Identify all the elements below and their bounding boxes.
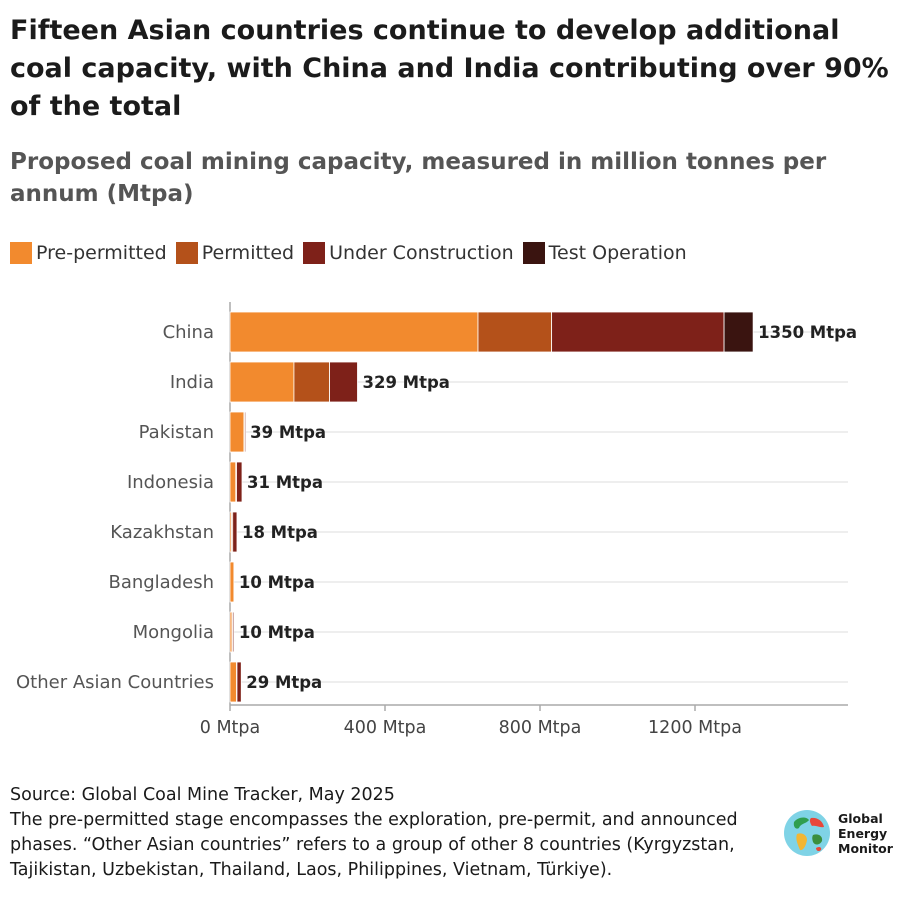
bar-china-under-construction: [551, 311, 725, 353]
total-label-mongolia: 10 Mtpa: [239, 623, 315, 642]
bar-india-under-construction: [329, 361, 358, 403]
bar-india-pre-permitted: [229, 361, 295, 403]
footer: Source: Global Coal Mine Tracker, May 20…: [10, 783, 770, 883]
bar-kazakhstan-under-construction: [232, 511, 238, 553]
category-label-mongolia: Mongolia: [133, 622, 214, 643]
legend-label-test-operation: Test Operation: [548, 242, 687, 264]
logo-text-line3: Monitor: [838, 840, 893, 856]
legend-item-permitted: Permitted: [175, 242, 295, 264]
bar-chart: 0 Mtpa 400 Mtpa 800 Mtpa 1200 Mtpa China 1350…: [16, 302, 857, 738]
source-note: Source: Global Coal Mine Tracker, May 20…: [10, 785, 395, 805]
logo-text-line2: Energy: [838, 825, 888, 841]
total-label-india: 329 Mtpa: [362, 373, 449, 392]
category-label-china: China: [163, 322, 214, 343]
definition-note: The pre-permitted stage encompasses the …: [10, 810, 738, 880]
bar-china-test-operation: [723, 311, 754, 353]
x-tick-label-400: 400 Mtpa: [344, 718, 427, 738]
total-label-other-asian-countries: 29 Mtpa: [246, 673, 322, 692]
legend-label-pre-permitted: Pre-permitted: [36, 242, 167, 264]
legend-swatch-permitted: [175, 242, 198, 264]
total-label-bangladesh: 10 Mtpa: [239, 573, 315, 592]
bar-indonesia-under-construction: [236, 461, 243, 503]
category-label-india: India: [170, 372, 214, 393]
legend-item-test-operation: Test Operation: [522, 242, 687, 264]
bar-pakistan-pre-permitted: [229, 411, 245, 453]
category-label-kazakhstan: Kazakhstan: [110, 522, 214, 543]
legend-item-pre-permitted: Pre-permitted: [10, 242, 167, 264]
x-tick-label-800: 800 Mtpa: [499, 718, 582, 738]
globe-icon: [784, 810, 830, 856]
category-label-other-asian-countries: Other Asian Countries: [16, 672, 214, 693]
legend-label-permitted: Permitted: [201, 242, 295, 264]
x-tick-label-1200: 1200 Mtpa: [648, 718, 742, 738]
total-label-kazakhstan: 18 Mtpa: [242, 523, 318, 542]
x-tick-label-0: 0 Mtpa: [200, 718, 261, 738]
legend-swatch-under-construction: [303, 242, 326, 264]
bar-china-pre-permitted: [229, 311, 479, 353]
gem-logo: Global Energy Monitor: [782, 805, 902, 861]
chart-title: Fifteen Asian countries continue to deve…: [10, 15, 889, 122]
bar-india-permitted: [293, 361, 330, 403]
category-label-pakistan: Pakistan: [139, 422, 214, 443]
category-label-indonesia: Indonesia: [127, 472, 214, 493]
bar-indonesia-pre-permitted: [229, 461, 237, 503]
bar-other-asian-countries-under-construction: [236, 661, 242, 703]
legend-swatch-test-operation: [522, 242, 545, 264]
total-label-indonesia: 31 Mtpa: [247, 473, 323, 492]
bar-other-asian-countries-pre-permitted: [229, 661, 237, 703]
bar-pakistan-under-construction: [244, 411, 247, 453]
bar-bangladesh-pre-permitted: [229, 561, 235, 603]
bar-china-permitted: [477, 311, 553, 353]
total-label-china: 1350 Mtpa: [758, 323, 857, 342]
legend-swatch-pre-permitted: [10, 242, 32, 264]
category-label-bangladesh: Bangladesh: [108, 572, 214, 593]
legend: Pre-permitted Permitted Under Constructi…: [10, 239, 696, 267]
total-label-pakistan: 39 Mtpa: [250, 423, 326, 442]
logo-text-line1: Global: [838, 810, 883, 826]
chart-subtitle: Proposed coal mining capacity, measured …: [10, 149, 827, 207]
legend-item-under-construction: Under Construction: [303, 242, 514, 264]
bar-mongolia-under-construction: [232, 611, 235, 653]
logo-text: Global Energy Monitor: [838, 811, 893, 856]
legend-label-under-construction: Under Construction: [329, 242, 514, 264]
